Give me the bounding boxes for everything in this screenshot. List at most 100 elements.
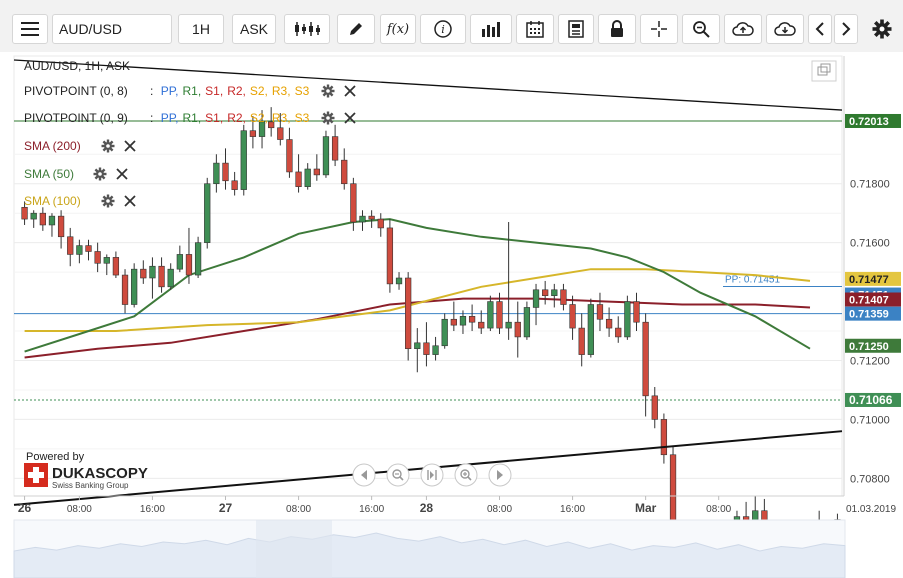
chart-type-button[interactable] <box>284 14 330 44</box>
close-icon[interactable] <box>344 112 356 124</box>
candle-body <box>660 419 668 456</box>
instrument-label: AUD/USD <box>59 21 123 37</box>
candle-body <box>185 254 193 276</box>
candle-body <box>633 301 640 323</box>
info-button[interactable]: i <box>420 14 466 44</box>
grid <box>13 55 843 497</box>
scroll-left-button[interactable] <box>808 14 832 44</box>
candle-body <box>158 265 165 288</box>
horizontal-levels: PP: 0.71451 <box>14 120 842 401</box>
zoom-button[interactable] <box>682 14 720 44</box>
candle-body <box>523 307 531 338</box>
price-tag-bg <box>845 113 901 128</box>
calendar-icon <box>526 21 544 38</box>
volume-button[interactable] <box>470 14 512 44</box>
chart-area[interactable]: 0.71800 0.71600 0.71200 0.71000 0.70800 PP: … <box>0 52 903 578</box>
x-tick-label: 27 <box>219 501 233 515</box>
candle-body <box>459 315 467 326</box>
download-button[interactable] <box>766 14 804 44</box>
menu-button[interactable] <box>12 14 48 44</box>
close-icon[interactable] <box>124 140 136 152</box>
volume-bars-icon <box>482 22 500 37</box>
price-axis: 0.71800 0.71600 0.71200 0.71000 0.70800 <box>843 56 890 496</box>
candle-body <box>359 215 366 223</box>
gear-icon[interactable] <box>93 167 107 181</box>
svg-text:i: i <box>441 23 445 36</box>
zoom-in-icon[interactable] <box>454 463 478 487</box>
price-tag-bg <box>845 392 901 407</box>
candle-body <box>560 289 567 305</box>
cloud-upload-icon <box>732 22 754 36</box>
candle-body <box>642 321 649 397</box>
candle-body <box>85 245 92 252</box>
draw-icon <box>350 23 362 35</box>
candle-body <box>514 321 521 338</box>
upload-button[interactable] <box>724 14 762 44</box>
gear-icon <box>872 19 892 39</box>
candle-body <box>624 301 631 338</box>
draw-button[interactable] <box>337 14 375 44</box>
legend-pivot2-name: PIVOTPOINT (0, 9) <box>24 111 128 125</box>
candle-body <box>295 171 302 187</box>
zoom-icon <box>693 21 710 38</box>
y-tick-label: 0.70800 <box>850 473 890 485</box>
price-tag-sma50: 0.71250 <box>845 338 901 353</box>
maximize-icon[interactable] <box>811 60 837 82</box>
candle-body <box>350 183 357 223</box>
price-tag-text: 0.72013 <box>849 116 889 128</box>
candle-body <box>441 318 448 347</box>
zoom-out-icon[interactable] <box>386 463 410 487</box>
fit-icon[interactable] <box>420 463 444 487</box>
close-icon[interactable] <box>116 168 128 180</box>
calendar-button[interactable] <box>516 14 554 44</box>
pp-tag: PP: 0.71451 <box>725 275 780 286</box>
price-tag-bg <box>845 292 901 307</box>
crosshair-button[interactable] <box>640 14 678 44</box>
candle-body <box>48 215 56 226</box>
candle-body <box>121 274 129 305</box>
candle-body <box>240 130 247 190</box>
close-icon[interactable] <box>124 195 136 207</box>
candle-body <box>468 315 476 323</box>
legend-sma50: SMA (50) <box>24 167 74 181</box>
info-icon: i <box>434 20 452 38</box>
candle-body <box>450 318 457 326</box>
lock-button[interactable] <box>598 14 636 44</box>
function-button[interactable]: f(x) <box>380 14 416 44</box>
gear-icon[interactable] <box>101 194 115 208</box>
price-tag-text: 0.71066 <box>849 393 893 407</box>
gear-icon[interactable] <box>321 111 335 125</box>
navigator[interactable] <box>13 519 846 578</box>
candle-body <box>578 327 585 355</box>
y-tick-label: 0.71600 <box>850 238 890 250</box>
price-tag-price: 0.71066 <box>845 392 901 407</box>
gear-icon[interactable] <box>321 84 335 98</box>
candle-body <box>432 345 439 355</box>
company-tagline: Swiss Banking Group <box>52 481 129 490</box>
timeframe-label: 1H <box>192 21 210 37</box>
candle-body <box>605 318 613 329</box>
scroll-right-button[interactable] <box>834 14 858 44</box>
candle-body <box>487 301 494 329</box>
instrument-select[interactable]: AUD/USD <box>52 14 172 44</box>
timeframe-select[interactable]: 1H <box>178 14 224 44</box>
report-button[interactable] <box>558 14 594 44</box>
settings-button[interactable] <box>866 14 898 44</box>
close-icon[interactable] <box>344 85 356 97</box>
toolbar: AUD/USD 1H ASK f(x) i <box>0 0 903 53</box>
side-select[interactable]: ASK <box>232 14 276 44</box>
x-tick-label: Mar <box>635 501 657 515</box>
price-tag-sma100: 0.71477 <box>845 271 901 286</box>
company-name: DUKASCOPY <box>52 465 148 482</box>
legend-icons <box>93 84 356 208</box>
lock-icon <box>611 20 623 37</box>
gear-icon[interactable] <box>101 139 115 153</box>
candle-body <box>322 136 330 176</box>
candle-body <box>94 251 101 264</box>
nav-prev-icon[interactable] <box>352 463 376 487</box>
price-tag-text: 0.71477 <box>849 274 889 286</box>
nav-next-icon[interactable] <box>488 463 512 487</box>
side-label: ASK <box>239 21 268 37</box>
branding: Powered by DUKASCOPY Swiss Banking Group <box>24 451 148 490</box>
navigator-window[interactable] <box>256 520 332 578</box>
